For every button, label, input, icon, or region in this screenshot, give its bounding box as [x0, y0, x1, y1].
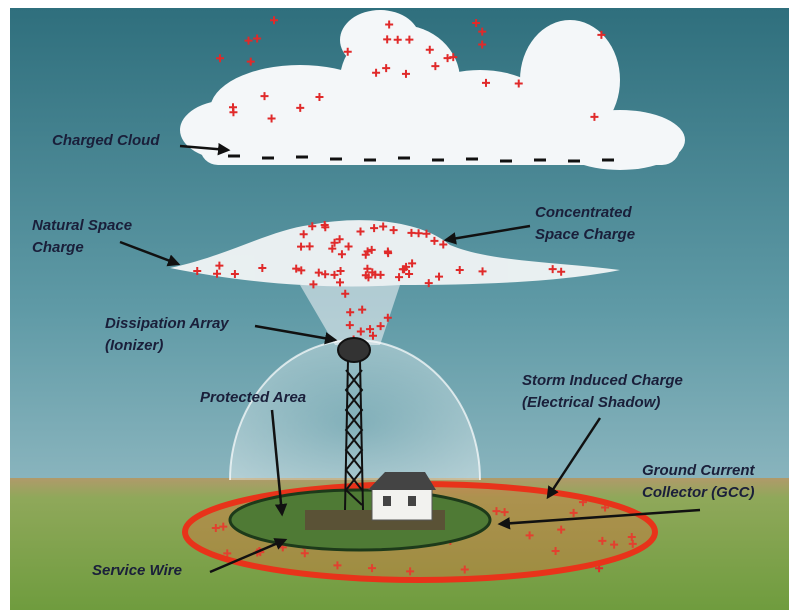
label: (Ionizer): [105, 337, 163, 354]
label: Protected Area: [200, 389, 306, 406]
label: (Electrical Shadow): [522, 394, 660, 411]
label: Service Wire: [92, 562, 182, 579]
diagram: Charged Cloud Natural Space Charge Conce…: [0, 0, 799, 612]
label: Dissipation Array: [105, 315, 229, 332]
house: [368, 472, 436, 520]
label: Collector (GCC): [642, 484, 755, 501]
label: Charge: [32, 239, 84, 256]
label: Concentrated: [535, 204, 633, 221]
label: Natural Space: [32, 217, 132, 234]
label: Charged Cloud: [52, 132, 160, 149]
label: Storm Induced Charge: [522, 372, 683, 389]
label: Ground Current: [642, 462, 755, 479]
label: Space Charge: [535, 226, 635, 243]
